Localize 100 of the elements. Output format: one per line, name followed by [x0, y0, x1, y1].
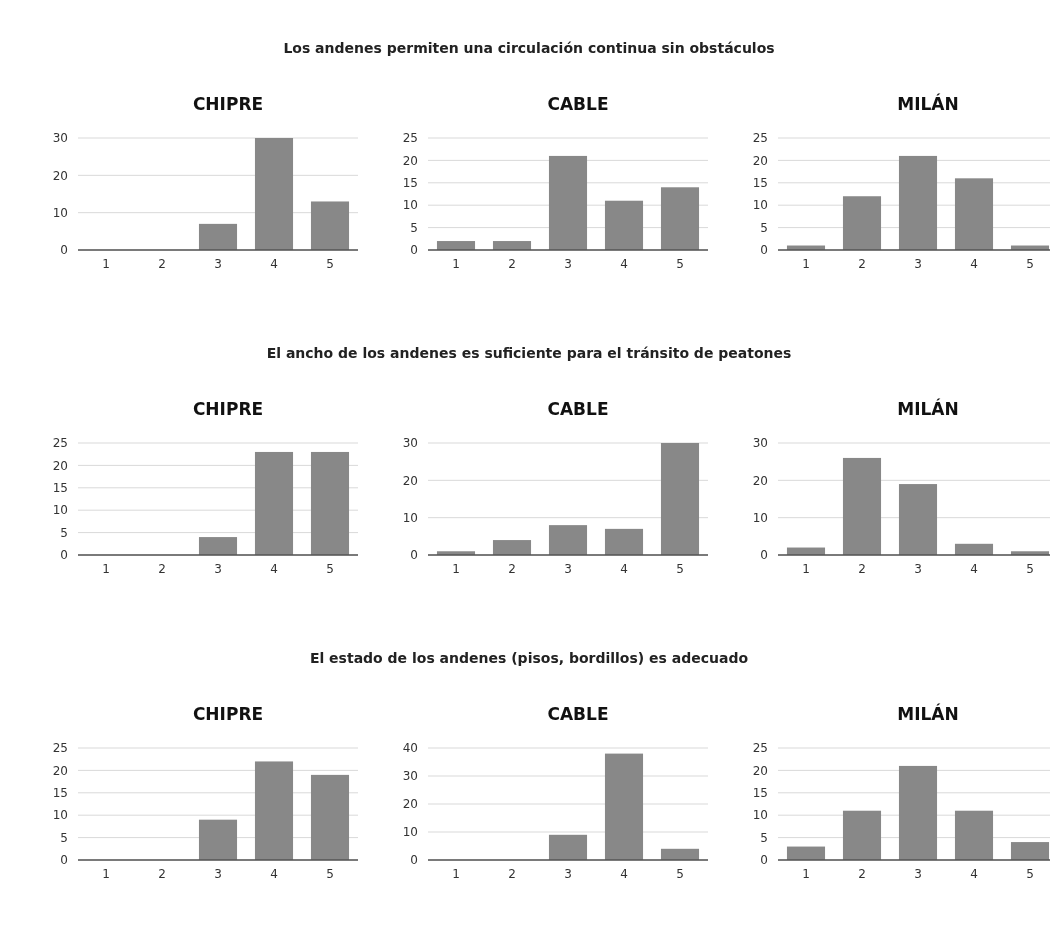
bar: [492, 540, 532, 555]
y-tick-label: 5: [60, 525, 68, 540]
y-tick-label: 10: [752, 510, 768, 525]
y-tick-label: 25: [752, 741, 768, 756]
bar: [954, 178, 994, 250]
y-tick-label: 40: [402, 741, 418, 756]
x-tick-label: 3: [564, 257, 572, 271]
y-tick-label: 10: [402, 510, 418, 525]
bar: [898, 155, 938, 250]
x-tick-label: 2: [158, 867, 166, 881]
bar: [604, 528, 644, 555]
x-tick-label: 5: [326, 562, 334, 576]
chart-title: CHIPRE: [192, 94, 264, 114]
x-tick-label: 4: [970, 562, 978, 576]
x-tick-label: 4: [620, 562, 628, 576]
x-tick-label: 4: [270, 867, 278, 881]
bar: [898, 765, 938, 860]
x-tick-label: 5: [1026, 562, 1034, 576]
y-tick-label: 0: [60, 853, 68, 868]
y-tick-label: 15: [52, 786, 68, 800]
text: El estado de los andenes (pisos, bordillos) es adecuado: [309, 650, 749, 666]
chart-title: CABLE: [547, 399, 609, 419]
y-tick-label: 25: [52, 436, 68, 451]
bar: [310, 201, 350, 250]
x-tick-label: 2: [508, 562, 516, 576]
bar: [198, 223, 238, 250]
y-tick-label: 25: [752, 131, 768, 146]
x-tick-label: 1: [102, 562, 110, 576]
y-tick-label: 0: [60, 243, 68, 258]
bar: [842, 457, 882, 555]
y-tick-label: 15: [402, 176, 418, 190]
y-tick-label: 10: [52, 205, 68, 220]
bar: [548, 525, 588, 555]
y-tick-label: 0: [760, 243, 768, 258]
y-tick-label: 15: [752, 176, 768, 190]
chart-title: MILÁN: [897, 93, 959, 114]
y-tick-label: 20: [752, 763, 768, 778]
x-tick-label: 3: [214, 867, 222, 881]
y-tick-label: 0: [760, 853, 768, 868]
x-tick-label: 3: [914, 867, 922, 881]
y-tick-label: 10: [402, 825, 418, 840]
y-tick-label: 5: [60, 830, 68, 845]
bar: [1010, 842, 1050, 860]
x-tick-label: 1: [452, 562, 460, 576]
x-tick-label: 1: [102, 257, 110, 271]
bar: [604, 200, 644, 250]
y-tick-label: 10: [52, 808, 68, 823]
y-tick-label: 20: [402, 153, 418, 168]
y-tick-label: 5: [410, 220, 418, 235]
x-tick-label: 3: [214, 257, 222, 271]
x-tick-label: 4: [620, 257, 628, 271]
chart-title: CABLE: [547, 704, 609, 724]
y-tick-label: 0: [60, 548, 68, 563]
chart-title: CHIPRE: [192, 704, 264, 724]
y-tick-label: 5: [760, 220, 768, 235]
text: Los andenes permiten una circulación continua sin obstáculos: [283, 40, 775, 56]
x-tick-label: 2: [158, 562, 166, 576]
bar: [660, 443, 700, 555]
x-tick-label: 1: [452, 867, 460, 881]
y-tick-label: 20: [752, 473, 768, 488]
y-tick-label: 15: [752, 786, 768, 800]
x-tick-label: 4: [970, 867, 978, 881]
x-tick-label: 5: [1026, 867, 1034, 881]
y-tick-label: 20: [402, 473, 418, 488]
x-tick-label: 4: [270, 257, 278, 271]
bar: [548, 155, 588, 250]
x-tick-label: 1: [802, 562, 810, 576]
bar: [842, 810, 882, 860]
x-tick-label: 1: [452, 257, 460, 271]
y-tick-label: 0: [760, 548, 768, 563]
y-tick-label: 30: [52, 131, 68, 146]
bar: [660, 187, 700, 250]
y-tick-label: 0: [410, 548, 418, 563]
x-tick-label: 3: [564, 562, 572, 576]
chart-title: CHIPRE: [192, 399, 264, 419]
x-tick-label: 4: [270, 562, 278, 576]
chart-title: CABLE: [547, 94, 609, 114]
x-tick-label: 3: [914, 257, 922, 271]
bar: [310, 774, 350, 860]
bar: [254, 138, 294, 250]
x-tick-label: 1: [802, 867, 810, 881]
y-tick-label: 5: [760, 830, 768, 845]
y-tick-label: 25: [52, 741, 68, 756]
x-tick-label: 5: [676, 257, 684, 271]
bar: [548, 834, 588, 860]
x-tick-label: 2: [508, 257, 516, 271]
y-tick-label: 0: [410, 243, 418, 258]
x-tick-label: 2: [858, 562, 866, 576]
x-tick-label: 5: [326, 867, 334, 881]
x-tick-label: 4: [970, 257, 978, 271]
y-tick-label: 30: [752, 436, 768, 451]
bar: [604, 753, 644, 860]
y-tick-label: 20: [52, 458, 68, 473]
x-tick-label: 3: [914, 562, 922, 576]
bar: [198, 819, 238, 860]
bar: [954, 810, 994, 860]
x-tick-label: 5: [1026, 257, 1034, 271]
y-tick-label: 25: [402, 131, 418, 146]
y-tick-label: 30: [402, 436, 418, 451]
y-tick-label: 15: [52, 481, 68, 495]
